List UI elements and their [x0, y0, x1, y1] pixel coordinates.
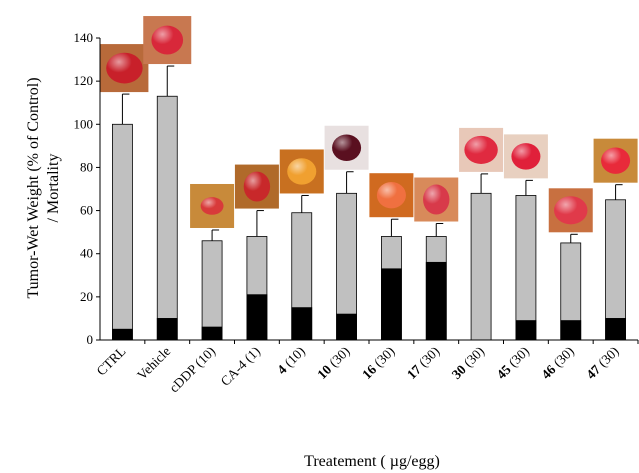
bar-mortality: [336, 313, 357, 341]
tumor-photo: [234, 164, 279, 209]
bar-layer: [112, 65, 626, 341]
x-tick-label: 47 (30): [583, 344, 621, 382]
tumor-highlight: [106, 52, 143, 84]
tumor-photo: [548, 188, 593, 233]
y-tick-label: 120: [74, 73, 94, 88]
x-tick-label: 4 (10): [274, 344, 308, 378]
bar-tumor-wet-weight: [515, 195, 537, 341]
y-axis-title-second-line: / Mortality: [45, 154, 62, 223]
bar-tumor-wet-weight: [156, 95, 178, 341]
x-tick-label: 16 (30): [359, 344, 397, 382]
tumor-highlight: [554, 196, 588, 225]
y-tick-label: 0: [87, 332, 94, 347]
bar-mortality: [291, 307, 313, 341]
y-tick-label: 140: [74, 30, 94, 45]
x-tick-label: Vehicle: [134, 344, 173, 383]
bar-mortality: [605, 318, 626, 341]
y-tick-label: 100: [74, 116, 94, 131]
x-axis-title: Treatement ( µg/egg): [304, 453, 440, 470]
tumor-highlight: [332, 134, 362, 161]
bar-tumor-wet-weight: [201, 240, 223, 341]
bar-tumor-wet-weight: [112, 123, 133, 341]
bar-tumor-wet-weight: [470, 192, 492, 341]
x-tick-label: 30 (30): [449, 344, 487, 382]
x-tick-label: 46 (30): [538, 344, 576, 382]
tumor-highlight: [511, 143, 541, 170]
x-tick-label: cDDP (10): [166, 344, 218, 396]
tumor-highlight: [151, 25, 184, 55]
y-tick-label: 80: [80, 159, 93, 174]
x-tick-label: 17 (30): [404, 344, 442, 382]
tumor-photo: [279, 149, 324, 194]
x-tick-label: CTRL: [94, 344, 129, 379]
tumor-highlight: [376, 182, 406, 209]
tumor-highlight: [464, 135, 498, 164]
axes-layer: 0 20 40 60 80 100 120 140: [74, 30, 639, 347]
tumor-highlight: [287, 158, 317, 185]
bar-mortality: [156, 318, 178, 341]
bar-mortality: [381, 268, 402, 341]
tumor-highlight: [200, 197, 224, 215]
bar-mortality: [246, 294, 268, 341]
bar-mortality: [515, 320, 537, 341]
tumor-highlight: [601, 147, 631, 174]
y-tick-label: 20: [80, 289, 93, 304]
tumor-photo: [414, 177, 459, 222]
bar-mortality: [425, 261, 447, 341]
tumor-photo: [459, 127, 504, 172]
bar-mortality: [112, 328, 133, 341]
y-tick-label: 40: [80, 246, 93, 261]
tumor-image-layer: [100, 16, 638, 233]
x-tick-label: CA-4 (1): [218, 344, 263, 389]
tumor-photo: [190, 183, 235, 228]
tumor-photo: [143, 16, 192, 65]
tumor-photo: [324, 125, 369, 170]
tumor-photo: [369, 173, 414, 218]
bar-mortality: [560, 320, 582, 341]
y-tick-label: 60: [80, 203, 93, 218]
x-tick-label: 45 (30): [494, 344, 532, 382]
y-axis-title: Tumor-Wet Weight (% of Control): [25, 77, 42, 298]
x-tick-label: 10 (30): [314, 344, 352, 382]
tumor-photo: [100, 44, 149, 93]
tumor-photo: [593, 138, 638, 183]
tumor-highlight: [423, 184, 450, 215]
tumor-photo: [503, 134, 548, 179]
bar-mortality: [201, 326, 223, 341]
tumor-highlight: [243, 171, 271, 202]
